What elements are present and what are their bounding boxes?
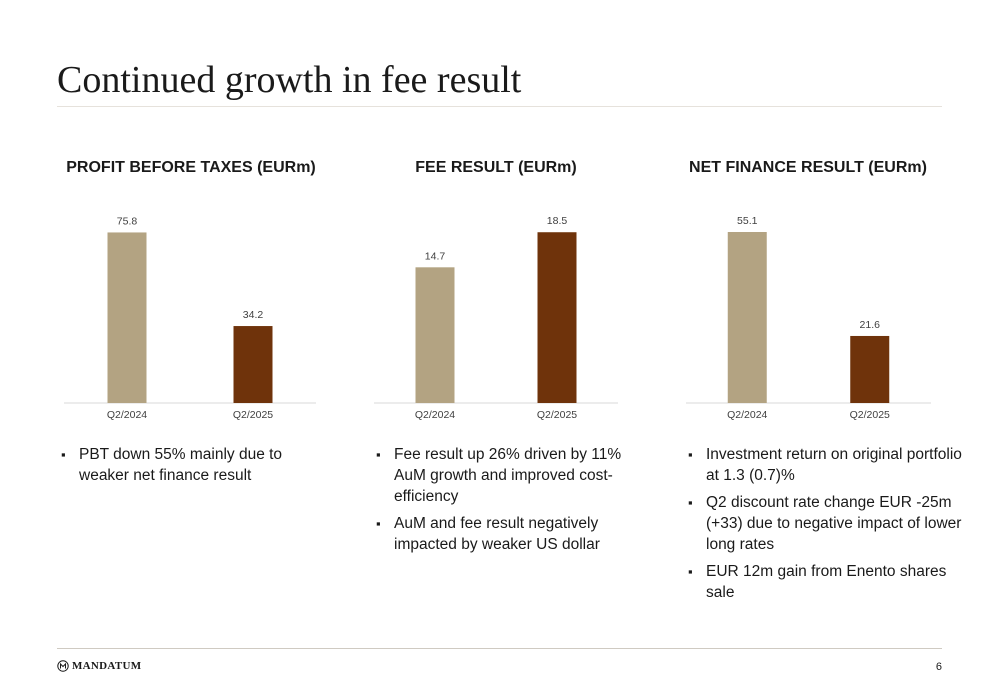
- x-tick-label: Q2/2025: [233, 409, 273, 421]
- x-tick-label: Q2/2024: [107, 409, 147, 421]
- x-tick-label: Q2/2024: [415, 409, 455, 421]
- bar-Q2-2025: [537, 232, 577, 403]
- net-finance-bar-chart: 55.1 Q2/2024 21.6 Q2/2025: [686, 215, 931, 421]
- bullets-net-finance: Investment return on original portfolio …: [688, 444, 970, 609]
- bullet-item: Investment return on original portfolio …: [688, 444, 970, 486]
- fee-bar-chart: 14.7 Q2/2024 18.5 Q2/2025: [374, 215, 618, 421]
- bar-Q2-2024: [727, 232, 767, 403]
- data-label: 18.5: [547, 215, 568, 227]
- bullet-item: PBT down 55% mainly due to weaker net fi…: [61, 444, 331, 486]
- bullet-item: EUR 12m gain from Enento shares sale: [688, 561, 970, 603]
- logo-emblem-icon: [57, 660, 69, 672]
- chart-title-fee: FEE RESULT (EURm): [415, 159, 577, 176]
- slide-title: Continued growth in fee result: [57, 59, 522, 101]
- data-label: 75.8: [117, 215, 138, 227]
- chart-title-pbt: PROFIT BEFORE TAXES (EURm): [66, 159, 316, 176]
- bullets-pbt: PBT down 55% mainly due to weaker net fi…: [61, 444, 331, 492]
- bullet-item: Fee result up 26% driven by 11% AuM grow…: [376, 444, 654, 507]
- bar-Q2-2024: [107, 232, 147, 403]
- bar-Q2-2025: [233, 326, 273, 403]
- data-label: 55.1: [737, 215, 758, 227]
- x-tick-label: Q2/2024: [727, 409, 767, 421]
- bar-Q2-2024: [415, 267, 455, 403]
- data-label: 14.7: [425, 250, 446, 262]
- data-label: 21.6: [860, 319, 881, 331]
- mandatum-logo: MANDATUM: [57, 660, 141, 672]
- bullet-item: Q2 discount rate change EUR -25m (+33) d…: [688, 492, 970, 555]
- title-divider: [57, 106, 942, 107]
- page-number: 6: [935, 661, 942, 673]
- pbt-bar-chart: 75.8 Q2/2024 34.2 Q2/2025: [64, 215, 316, 421]
- x-tick-label: Q2/2025: [537, 409, 577, 421]
- bullet-item: AuM and fee result negatively impacted b…: [376, 513, 654, 555]
- footer-divider: [57, 648, 942, 649]
- bar-Q2-2025: [850, 335, 890, 403]
- logo-text: MANDATUM: [72, 660, 142, 672]
- chart-title-net-finance: NET FINANCE RESULT (EURm): [689, 159, 927, 176]
- x-tick-label: Q2/2025: [850, 409, 890, 421]
- bullets-fee: Fee result up 26% driven by 11% AuM grow…: [376, 444, 654, 561]
- data-label: 34.2: [243, 309, 264, 321]
